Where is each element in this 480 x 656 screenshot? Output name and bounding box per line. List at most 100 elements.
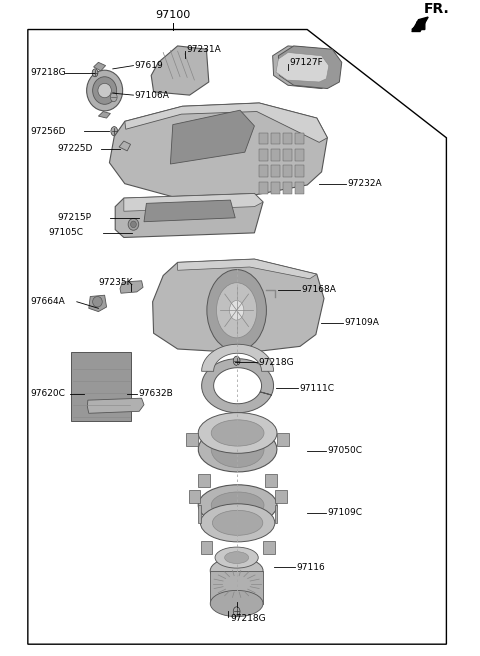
- Polygon shape: [198, 427, 277, 472]
- Text: 97664A: 97664A: [30, 297, 65, 306]
- Text: 97106A: 97106A: [134, 91, 169, 100]
- Bar: [283, 133, 292, 144]
- Bar: [283, 165, 292, 177]
- Polygon shape: [202, 359, 274, 413]
- Text: 97218G: 97218G: [230, 614, 266, 623]
- Polygon shape: [275, 490, 287, 503]
- Circle shape: [207, 270, 266, 351]
- Text: 97100: 97100: [155, 10, 191, 20]
- Text: 97218G: 97218G: [30, 68, 66, 77]
- Polygon shape: [277, 433, 289, 446]
- Polygon shape: [189, 490, 200, 503]
- Bar: [271, 133, 280, 144]
- Text: 97632B: 97632B: [138, 389, 173, 398]
- Polygon shape: [273, 46, 336, 89]
- Circle shape: [229, 300, 244, 320]
- Polygon shape: [186, 433, 198, 446]
- Polygon shape: [178, 259, 317, 279]
- Text: 97235K: 97235K: [98, 277, 133, 287]
- Text: 97127F: 97127F: [289, 58, 323, 67]
- Polygon shape: [115, 194, 263, 237]
- Text: 97168A: 97168A: [301, 285, 336, 295]
- Text: 97215P: 97215P: [58, 213, 92, 222]
- Circle shape: [233, 356, 240, 365]
- Text: 97620C: 97620C: [30, 389, 65, 398]
- Polygon shape: [198, 505, 201, 523]
- Ellipse shape: [93, 77, 117, 104]
- Text: 97619: 97619: [134, 61, 163, 70]
- Polygon shape: [119, 141, 131, 151]
- Ellipse shape: [212, 510, 263, 535]
- Bar: [271, 182, 280, 194]
- Text: FR.: FR.: [424, 3, 450, 16]
- Polygon shape: [276, 52, 329, 82]
- Ellipse shape: [131, 221, 136, 228]
- Ellipse shape: [128, 218, 139, 230]
- Circle shape: [233, 607, 240, 616]
- Text: 97232A: 97232A: [347, 179, 382, 188]
- Polygon shape: [265, 474, 277, 487]
- Text: 97050C: 97050C: [328, 446, 363, 455]
- Text: 97225D: 97225D: [58, 144, 93, 154]
- Circle shape: [111, 127, 118, 136]
- Polygon shape: [120, 281, 143, 293]
- Polygon shape: [412, 18, 425, 30]
- Circle shape: [216, 283, 257, 338]
- Polygon shape: [109, 103, 327, 198]
- Polygon shape: [170, 110, 254, 164]
- Ellipse shape: [211, 420, 264, 446]
- Ellipse shape: [93, 297, 102, 307]
- Text: 97105C: 97105C: [48, 228, 83, 237]
- Polygon shape: [153, 259, 324, 353]
- Polygon shape: [98, 112, 110, 118]
- Polygon shape: [278, 46, 342, 89]
- Polygon shape: [94, 62, 106, 71]
- Polygon shape: [202, 344, 274, 371]
- Bar: [295, 182, 304, 194]
- Bar: [271, 165, 280, 177]
- Ellipse shape: [211, 432, 264, 467]
- Ellipse shape: [215, 547, 258, 568]
- Text: 97109A: 97109A: [345, 318, 380, 327]
- Polygon shape: [275, 505, 277, 523]
- Polygon shape: [144, 200, 235, 222]
- Polygon shape: [417, 18, 425, 30]
- Bar: [295, 133, 304, 144]
- Bar: [259, 149, 268, 161]
- Bar: [259, 133, 268, 144]
- Bar: [283, 149, 292, 161]
- Ellipse shape: [200, 504, 275, 542]
- Polygon shape: [89, 295, 107, 312]
- Polygon shape: [198, 474, 210, 487]
- Bar: [295, 165, 304, 177]
- Text: 97116: 97116: [297, 563, 325, 572]
- Bar: [283, 182, 292, 194]
- Ellipse shape: [98, 83, 111, 98]
- Ellipse shape: [211, 492, 264, 518]
- Polygon shape: [151, 46, 209, 95]
- Bar: [71, 352, 131, 421]
- Ellipse shape: [225, 552, 249, 564]
- Bar: [259, 165, 268, 177]
- Bar: [295, 149, 304, 161]
- Text: 97111C: 97111C: [299, 384, 334, 393]
- Polygon shape: [87, 398, 144, 413]
- Polygon shape: [412, 17, 428, 31]
- Text: 97256D: 97256D: [30, 127, 66, 136]
- Circle shape: [110, 92, 117, 102]
- Bar: [271, 149, 280, 161]
- Ellipse shape: [198, 413, 277, 453]
- Polygon shape: [201, 541, 212, 554]
- Text: 97218G: 97218G: [258, 358, 294, 367]
- Polygon shape: [263, 541, 275, 554]
- Polygon shape: [210, 571, 263, 604]
- Polygon shape: [124, 194, 263, 211]
- Polygon shape: [125, 103, 327, 142]
- Circle shape: [92, 69, 98, 77]
- Ellipse shape: [86, 70, 123, 111]
- Ellipse shape: [198, 485, 277, 525]
- Bar: [259, 182, 268, 194]
- Text: 97231A: 97231A: [186, 45, 221, 54]
- Ellipse shape: [210, 558, 263, 584]
- Ellipse shape: [210, 590, 263, 617]
